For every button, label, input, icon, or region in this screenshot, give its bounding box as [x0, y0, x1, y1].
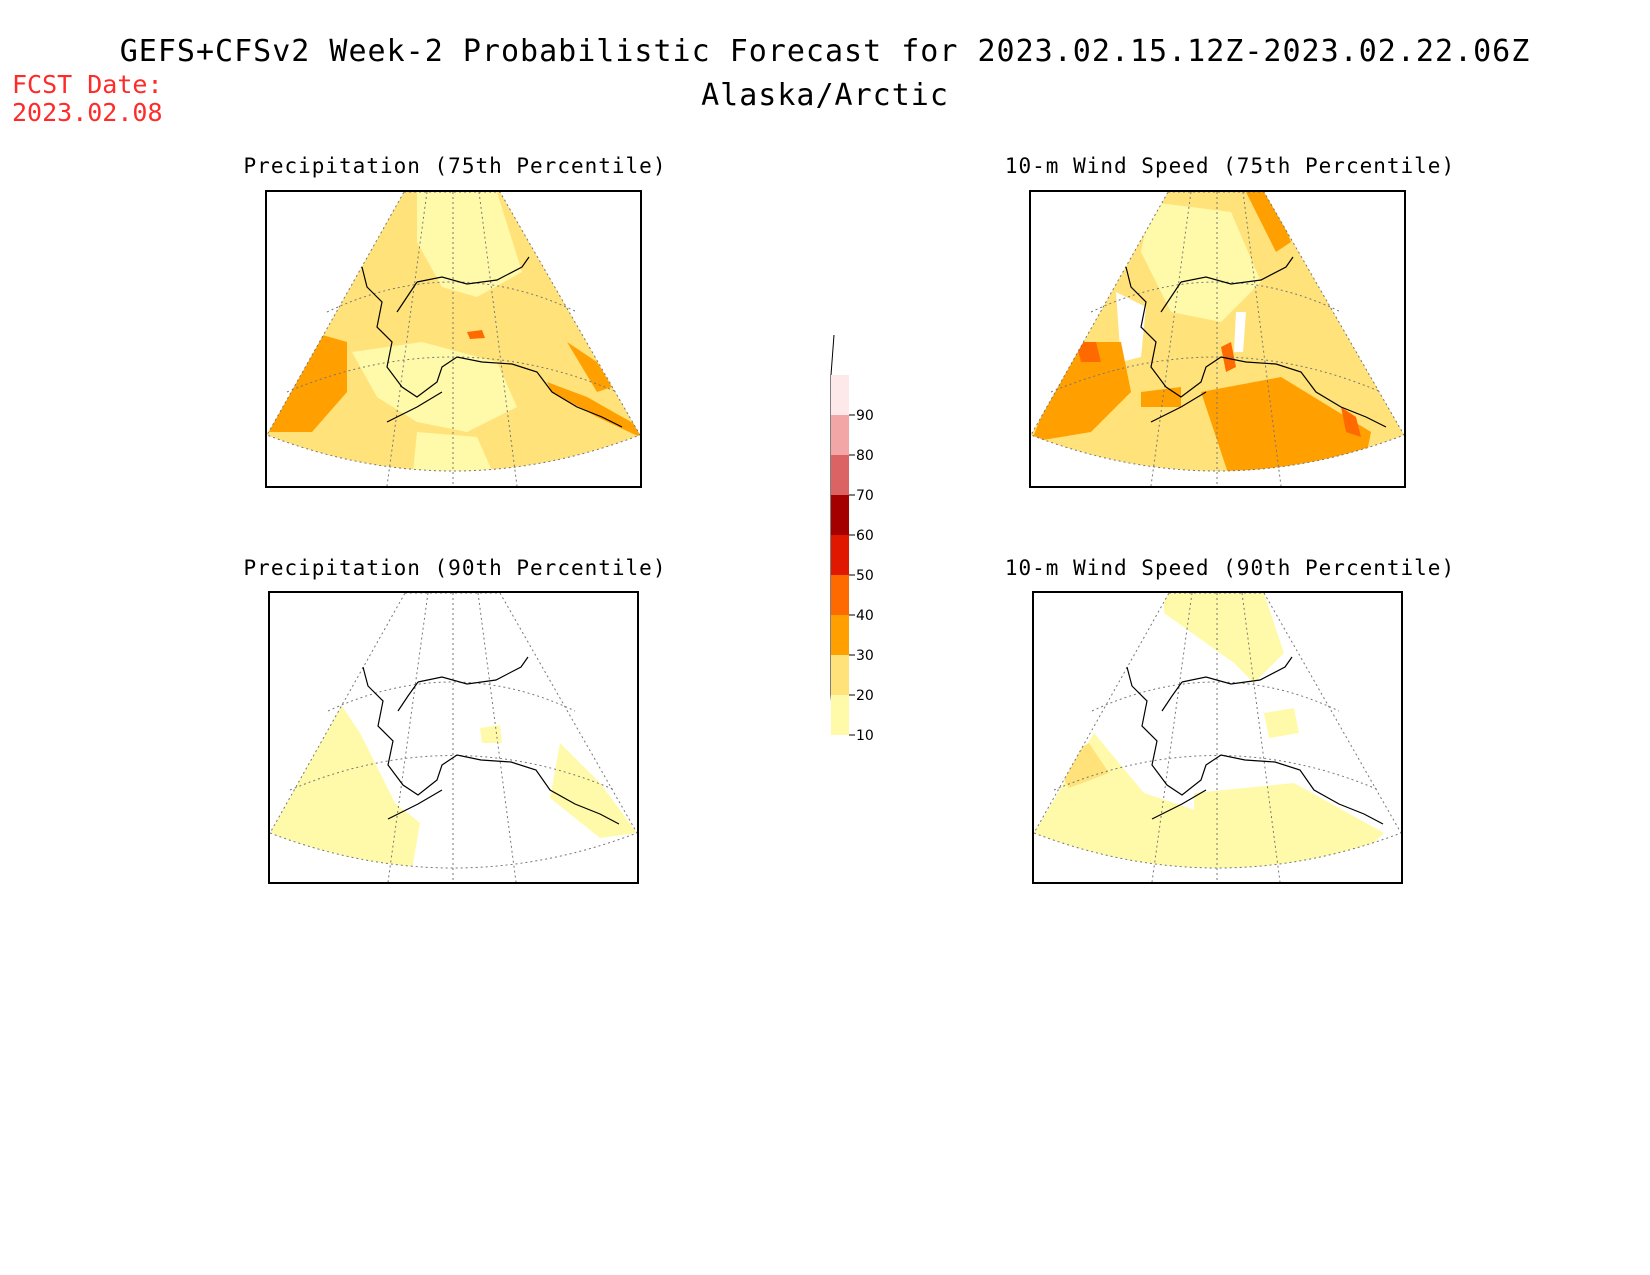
map-panel-precip-90	[268, 591, 639, 884]
fcst-date-value: 2023.02.08	[12, 98, 163, 127]
colorbar-bin-60	[831, 495, 849, 535]
map-panel-wind-75	[1029, 190, 1406, 488]
fill-10-20-west	[270, 703, 420, 868]
alaska-coastline	[1126, 656, 1384, 825]
fill-10-20-interior	[480, 725, 502, 743]
panel-title-wind-75: 10-m Wind Speed (75th Percentile)	[1004, 154, 1456, 178]
map-panel-precip-75	[265, 190, 642, 488]
colorbar-label-40: 40	[856, 608, 874, 624]
map-boundary	[270, 593, 637, 869]
map-precip-90	[270, 593, 637, 882]
graticule	[1053, 593, 1380, 882]
colorbar-label-10: 10	[856, 728, 874, 744]
probability-colorbar: 90 80 70 60 50 40 30 20 10	[830, 335, 874, 744]
map-wind-75	[1031, 192, 1404, 486]
fill-30-40-north	[1246, 192, 1291, 252]
map-boundary	[1031, 192, 1404, 472]
fill-20-30-west	[1054, 743, 1109, 788]
fcst-date-label: FCST Date:	[12, 70, 163, 99]
panel-title-precip-90: Precipitation (90th Percentile)	[243, 556, 667, 580]
colorbar-bin-40	[831, 575, 849, 615]
panel-title-precip-75: Precipitation (75th Percentile)	[243, 154, 667, 178]
colorbar-bin-30	[831, 615, 849, 655]
colorbar-bin-10	[831, 695, 849, 735]
fill-10-20-southeast	[550, 743, 637, 838]
fill-30-40-south	[1201, 377, 1371, 471]
colorbar-label-60: 60	[856, 528, 874, 544]
colorbar-bin-50	[831, 535, 849, 575]
colorbar-label-50: 50	[856, 568, 874, 584]
colorbar-label-20: 20	[856, 688, 874, 704]
alaska-coastline	[1125, 256, 1387, 428]
fill-30-40-west	[267, 332, 347, 432]
graticule	[289, 593, 616, 882]
colorbar-label-90: 90	[856, 408, 874, 424]
colorbar-bin-90	[831, 375, 849, 415]
fill-40-50-coast	[1341, 407, 1361, 437]
colorbar-label-80: 80	[856, 448, 874, 464]
fill-30-40-panhandle	[547, 382, 640, 437]
fill-low-north	[417, 192, 522, 297]
alaska-coastline	[361, 256, 623, 428]
map-boundary	[267, 192, 640, 472]
alaska-coastline	[362, 656, 620, 825]
fill-40-50-west	[1076, 342, 1101, 362]
region-subtitle: Alaska/Arctic	[701, 78, 949, 113]
fill-10-20-north	[1164, 593, 1284, 683]
fill-40-50-spot	[467, 330, 485, 339]
fill-30-40-coast	[567, 342, 612, 392]
colorbar-bin-20	[831, 655, 849, 695]
graticule	[286, 192, 618, 486]
fill-low-north	[1141, 202, 1261, 322]
fill-10-20-interior	[1264, 708, 1299, 738]
graticule	[1050, 192, 1382, 486]
colorbar-bin-80	[831, 415, 849, 455]
fill-white-west	[1116, 292, 1146, 362]
colorbar-label-30: 30	[856, 648, 874, 664]
map-panel-wind-90	[1032, 591, 1403, 884]
map-precip-75	[267, 192, 640, 486]
map-boundary	[1034, 593, 1401, 869]
fill-30-40-west	[1031, 342, 1131, 442]
fill-low-interior	[352, 342, 517, 432]
fill-30-40-bristol	[1141, 387, 1181, 407]
panel-title-wind-90: 10-m Wind Speed (90th Percentile)	[1004, 556, 1456, 580]
fill-40-50-center	[1221, 342, 1236, 372]
colorbar-label-70: 70	[856, 488, 874, 504]
fill-white-center	[1234, 312, 1246, 352]
fill-low-south	[412, 432, 497, 471]
map-wind-90	[1034, 593, 1401, 882]
colorbar-bin-70	[831, 455, 849, 495]
main-title: GEFS+CFSv2 Week-2 Probabilistic Forecast…	[119, 34, 1531, 69]
